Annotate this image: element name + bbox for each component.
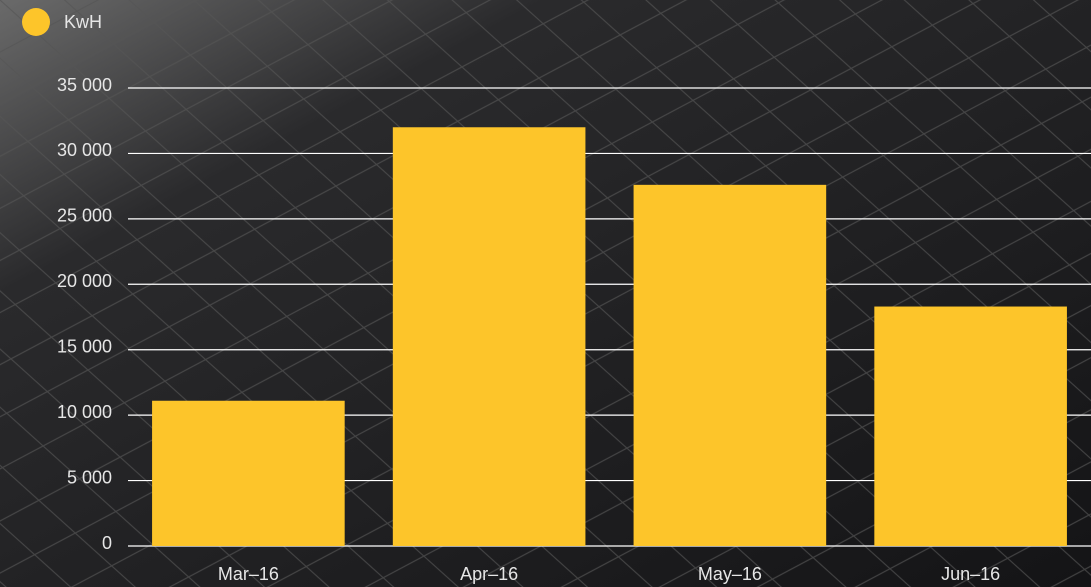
y-tick-label: 25 000 [57, 206, 112, 226]
x-tick-label: Apr–16 [460, 564, 518, 584]
x-tick-label: Mar–16 [218, 564, 279, 584]
y-tick-label: 15 000 [57, 336, 112, 356]
y-tick-label: 30 000 [57, 140, 112, 160]
x-tick-label: May–16 [698, 564, 762, 584]
x-tick-label: Jun–16 [941, 564, 1000, 584]
legend-label: KwH [64, 12, 102, 32]
y-tick-label: 5 000 [67, 467, 112, 487]
bar [392, 127, 586, 546]
bar [874, 306, 1067, 546]
legend-marker [22, 8, 50, 36]
y-tick-label: 0 [102, 533, 112, 553]
plot: 0 5 000 10 000 15 000 20 000 25 000 30 000 35 0… [22, 8, 1091, 584]
bar [633, 184, 827, 546]
bar [152, 400, 345, 546]
y-tick-label: 20 000 [57, 271, 112, 291]
y-tick-label: 35 000 [57, 75, 112, 95]
y-tick-label: 10 000 [57, 402, 112, 422]
